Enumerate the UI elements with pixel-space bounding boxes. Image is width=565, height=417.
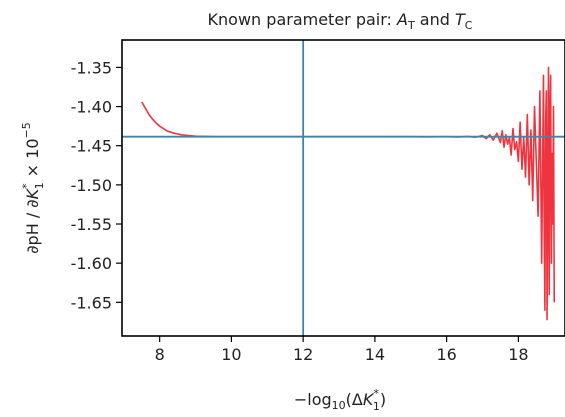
x-tick-label: 14 bbox=[365, 345, 385, 364]
y-axis-title: ∂pH / ∂K*1 × 10−5 bbox=[20, 122, 46, 253]
x-axis: 8 10 12 14 16 18 bbox=[155, 336, 529, 364]
y-tick-label: -1.55 bbox=[71, 215, 112, 234]
series-line-0 bbox=[141, 66, 556, 321]
y-tick-label: -1.50 bbox=[71, 176, 112, 195]
reference-lines bbox=[122, 40, 565, 336]
x-tick-label: 12 bbox=[293, 345, 313, 364]
y-tick-label: -1.65 bbox=[71, 293, 112, 312]
x-tick-label: 8 bbox=[155, 345, 165, 364]
x-tick-label: 18 bbox=[508, 345, 528, 364]
plot-frame bbox=[121, 39, 565, 337]
x-axis-title: −log10(ΔK* 1) bbox=[294, 387, 386, 413]
y-tick-label: -1.35 bbox=[71, 58, 112, 77]
x-tick-label: 10 bbox=[221, 345, 241, 364]
plot-lines bbox=[141, 66, 556, 321]
y-tick-label: -1.60 bbox=[71, 254, 112, 273]
y-tick-label: -1.45 bbox=[71, 137, 112, 156]
y-tick-label: -1.40 bbox=[71, 98, 112, 117]
y-axis: -1.35 -1.40 -1.45 -1.50 -1.55 -1.60 -1.65 bbox=[71, 58, 122, 312]
x-tick-label: 16 bbox=[436, 345, 456, 364]
chart-title: Known parameter pair: AT and TC bbox=[208, 10, 473, 32]
